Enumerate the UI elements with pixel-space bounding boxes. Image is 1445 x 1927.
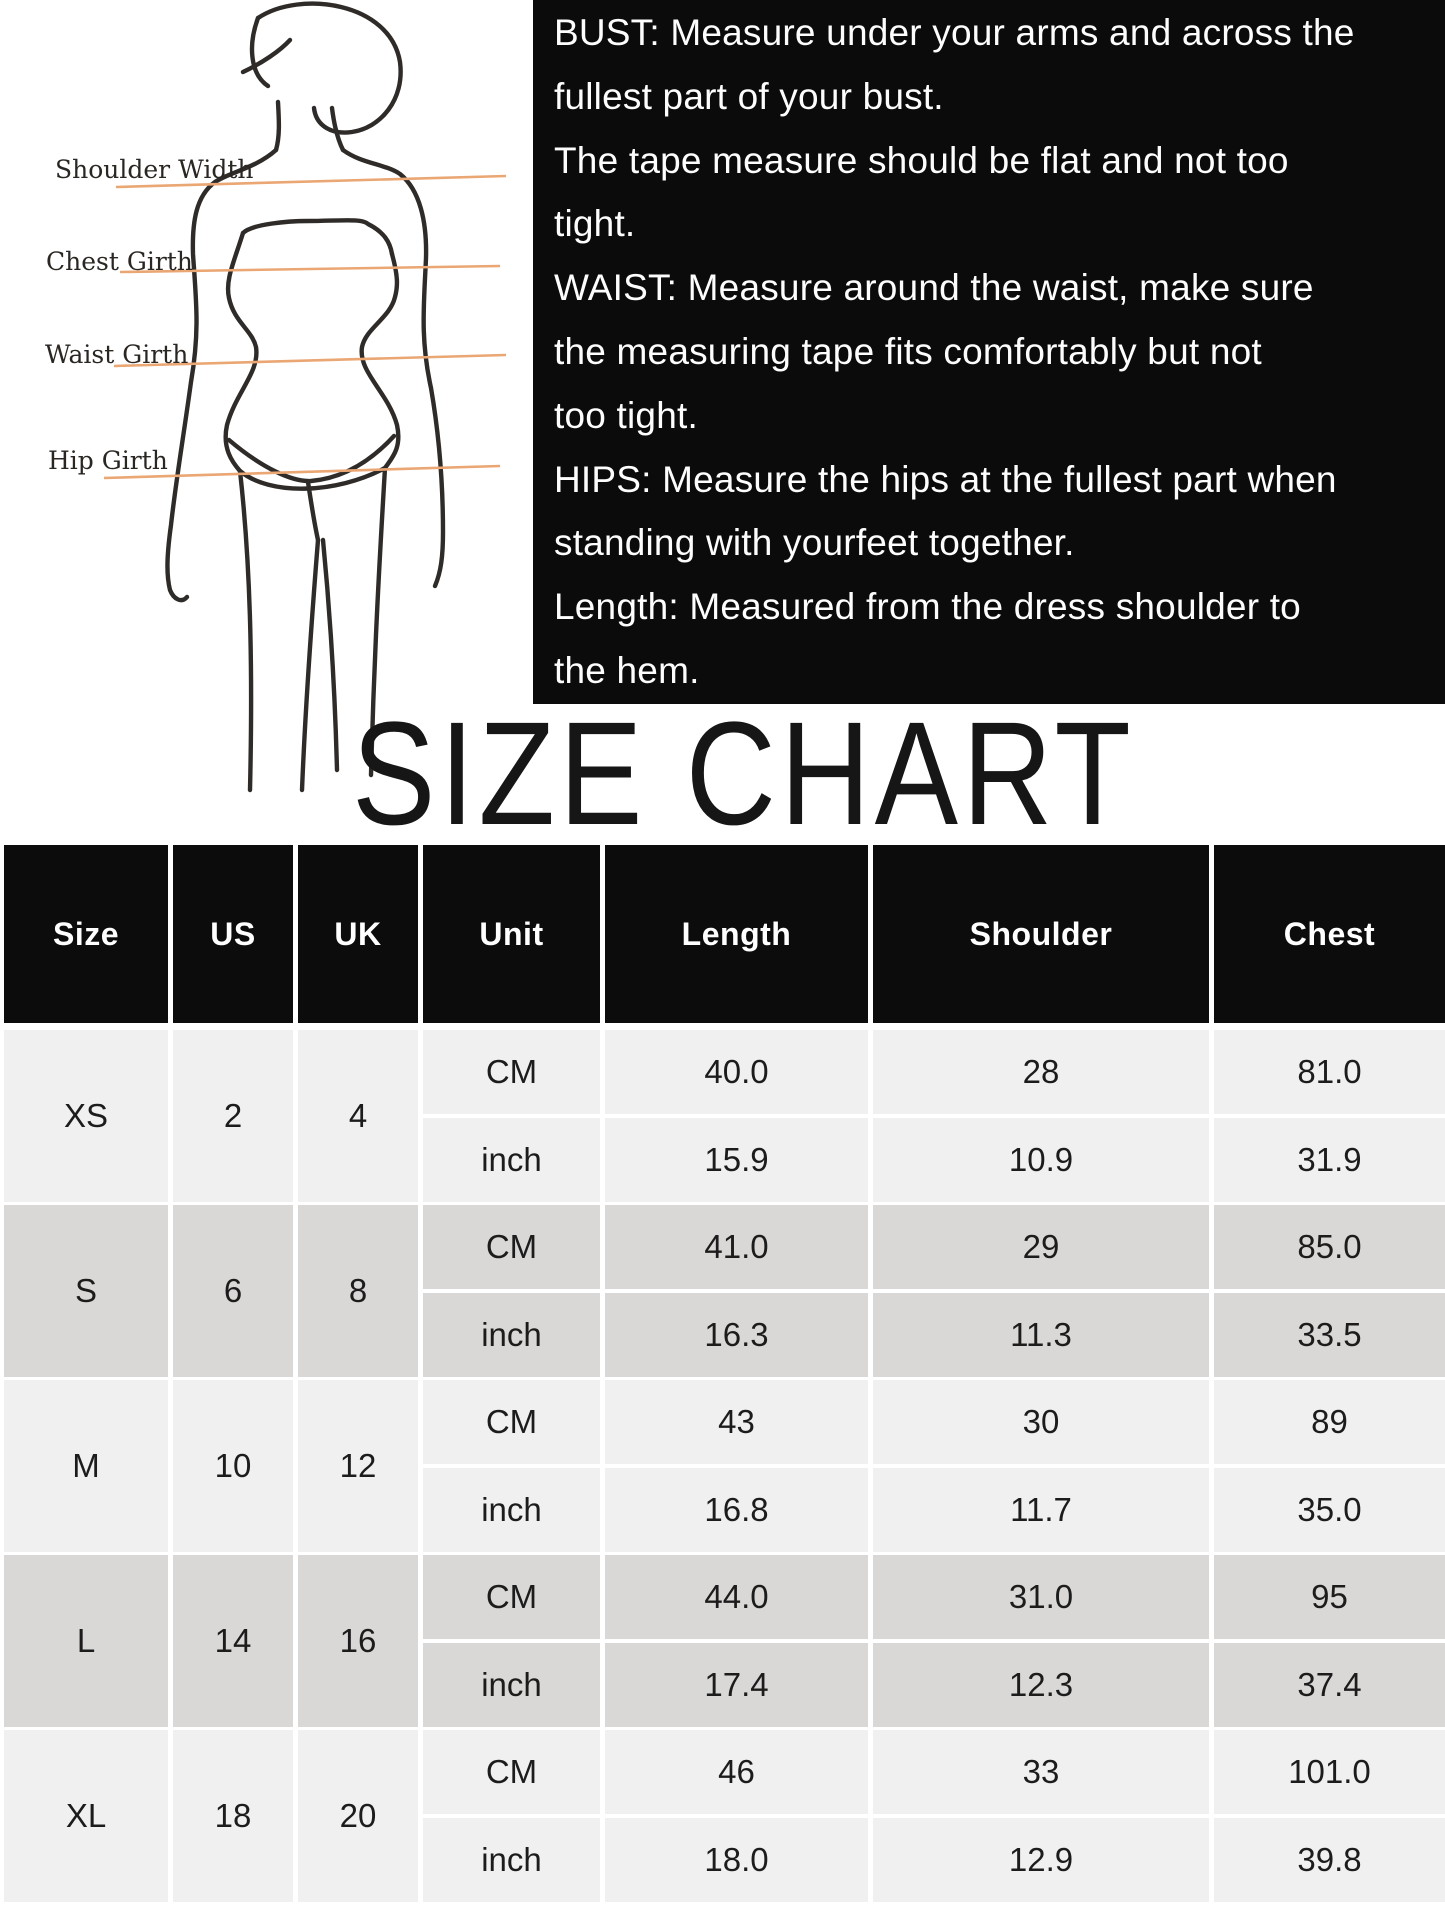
header-cell-chest: Chest bbox=[1214, 845, 1445, 1023]
instruction-line: HIPS: Measure the hips at the fullest pa… bbox=[554, 458, 1337, 500]
length-cm-cell: 46 bbox=[605, 1730, 868, 1814]
us-cell: 6 bbox=[173, 1205, 293, 1377]
header-cell-us: US bbox=[173, 845, 293, 1023]
length-inch-cell: 15.9 bbox=[605, 1118, 868, 1202]
chest-cm-cell: 95 bbox=[1214, 1555, 1445, 1639]
size-table-header: Size US UK Unit Length Shoulder Chest bbox=[4, 845, 1445, 1023]
us-cell: 10 bbox=[173, 1380, 293, 1552]
header-cell-shoulder: Shoulder bbox=[873, 845, 1209, 1023]
unit-cm-cell: CM bbox=[423, 1205, 600, 1289]
shoulder-inch-cell: 12.3 bbox=[873, 1643, 1209, 1727]
length-cm-cell: 40.0 bbox=[605, 1030, 868, 1114]
unit-inch-cell: inch bbox=[423, 1118, 600, 1202]
instruction-line: standing with yourfeet together. bbox=[554, 522, 1075, 564]
size-chart-title: SIZE CHART bbox=[352, 699, 1273, 849]
length-inch-cell: 16.8 bbox=[605, 1468, 868, 1552]
shoulder-cm-cell: 28 bbox=[873, 1030, 1209, 1114]
us-cell: 18 bbox=[173, 1730, 293, 1902]
label-shoulder-width: Shoulder Width bbox=[55, 155, 254, 184]
chest-inch-cell: 33.5 bbox=[1214, 1293, 1445, 1377]
header-cell-length: Length bbox=[605, 845, 868, 1023]
uk-cell: 16 bbox=[298, 1555, 418, 1727]
header-cell-size: Size bbox=[4, 845, 168, 1023]
size-cell: XL bbox=[4, 1730, 168, 1902]
shoulder-inch-cell: 11.7 bbox=[873, 1468, 1209, 1552]
chest-cm-cell: 81.0 bbox=[1214, 1030, 1445, 1114]
figure-illustration bbox=[103, 1, 507, 793]
instruction-line: The tape measure should be flat and not … bbox=[554, 139, 1289, 181]
unit-cm-cell: CM bbox=[423, 1030, 600, 1114]
size-chart-title-text: SIZE CHART bbox=[352, 692, 1136, 856]
label-chest-girth: Chest Girth bbox=[46, 247, 193, 276]
size-group-xl: XL 18 20 CM inch 46 18.0 33 12.9 101.0 39.8 bbox=[4, 1730, 1445, 1902]
instruction-line: too tight. bbox=[554, 394, 698, 436]
unit-inch-cell: inch bbox=[423, 1468, 600, 1552]
uk-cell: 8 bbox=[298, 1205, 418, 1377]
instruction-line: the measuring tape fits comfortably but … bbox=[554, 330, 1262, 372]
chest-cm-cell: 89 bbox=[1214, 1380, 1445, 1464]
length-inch-cell: 17.4 bbox=[605, 1643, 868, 1727]
header-cell-uk: UK bbox=[298, 845, 418, 1023]
unit-cm-cell: CM bbox=[423, 1730, 600, 1814]
chest-cm-cell: 101.0 bbox=[1214, 1730, 1445, 1814]
instructions-panel: BUST: Measure under your arms and across… bbox=[533, 0, 1445, 704]
size-cell: M bbox=[4, 1380, 168, 1552]
chest-cm-cell: 85.0 bbox=[1214, 1205, 1445, 1289]
unit-cm-cell: CM bbox=[423, 1555, 600, 1639]
length-inch-cell: 18.0 bbox=[605, 1818, 868, 1902]
size-cell: L bbox=[4, 1555, 168, 1727]
figure-area: Shoulder Width Chest Girth Waist Girth H… bbox=[0, 0, 530, 810]
unit-inch-cell: inch bbox=[423, 1293, 600, 1377]
chest-inch-cell: 37.4 bbox=[1214, 1643, 1445, 1727]
size-group-m: M 10 12 CM inch 43 16.8 30 11.7 89 35.0 bbox=[4, 1380, 1445, 1552]
length-cm-cell: 41.0 bbox=[605, 1205, 868, 1289]
measure-lines bbox=[103, 174, 507, 480]
shoulder-cm-cell: 31.0 bbox=[873, 1555, 1209, 1639]
size-table: Size US UK Unit Length Shoulder Chest XS… bbox=[4, 845, 1445, 1905]
shoulder-inch-cell: 12.9 bbox=[873, 1818, 1209, 1902]
length-cm-cell: 43 bbox=[605, 1380, 868, 1464]
size-cell: XS bbox=[4, 1030, 168, 1202]
uk-cell: 4 bbox=[298, 1030, 418, 1202]
chest-inch-cell: 35.0 bbox=[1214, 1468, 1445, 1552]
uk-cell: 12 bbox=[298, 1380, 418, 1552]
shoulder-cm-cell: 29 bbox=[873, 1205, 1209, 1289]
size-table-body: XS 2 4 CM inch 40.0 15.9 28 10.9 81.0 31.9 S 6 8 CM inc… bbox=[4, 1030, 1445, 1902]
measure-line-shoulder bbox=[115, 174, 507, 189]
unit-inch-cell: inch bbox=[423, 1643, 600, 1727]
shoulder-cm-cell: 33 bbox=[873, 1730, 1209, 1814]
size-cell: S bbox=[4, 1205, 168, 1377]
header-cell-unit: Unit bbox=[423, 845, 600, 1023]
label-waist-girth: Waist Girth bbox=[45, 340, 189, 369]
size-group-s: S 6 8 CM inch 41.0 16.3 29 11.3 85.0 33.5 bbox=[4, 1205, 1445, 1377]
size-group-xs: XS 2 4 CM inch 40.0 15.9 28 10.9 81.0 31.9 bbox=[4, 1030, 1445, 1202]
instruction-line: Length: Measured from the dress shoulder… bbox=[554, 586, 1301, 628]
body-outline bbox=[165, 1, 446, 793]
instruction-line: fullest part of your bust. bbox=[554, 75, 944, 117]
measure-line-hip bbox=[103, 464, 501, 480]
instruction-line: BUST: Measure under your arms and across… bbox=[554, 12, 1355, 53]
shoulder-inch-cell: 10.9 bbox=[873, 1118, 1209, 1202]
label-hip-girth: Hip Girth bbox=[48, 446, 168, 475]
measure-line-chest bbox=[119, 264, 501, 274]
shoulder-inch-cell: 11.3 bbox=[873, 1293, 1209, 1377]
instruction-line: WAIST: Measure around the waist, make su… bbox=[554, 267, 1314, 309]
size-group-l: L 14 16 CM inch 44.0 17.4 31.0 12.3 95 37.4 bbox=[4, 1555, 1445, 1727]
measure-line-waist bbox=[113, 353, 507, 368]
instruction-line: tight. bbox=[554, 203, 636, 245]
unit-cm-cell: CM bbox=[423, 1380, 600, 1464]
unit-inch-cell: inch bbox=[423, 1818, 600, 1902]
us-cell: 14 bbox=[173, 1555, 293, 1727]
us-cell: 2 bbox=[173, 1030, 293, 1202]
length-cm-cell: 44.0 bbox=[605, 1555, 868, 1639]
chest-inch-cell: 31.9 bbox=[1214, 1118, 1445, 1202]
instruction-line: the hem. bbox=[554, 649, 700, 691]
uk-cell: 20 bbox=[298, 1730, 418, 1902]
shoulder-cm-cell: 30 bbox=[873, 1380, 1209, 1464]
chest-inch-cell: 39.8 bbox=[1214, 1818, 1445, 1902]
length-inch-cell: 16.3 bbox=[605, 1293, 868, 1377]
